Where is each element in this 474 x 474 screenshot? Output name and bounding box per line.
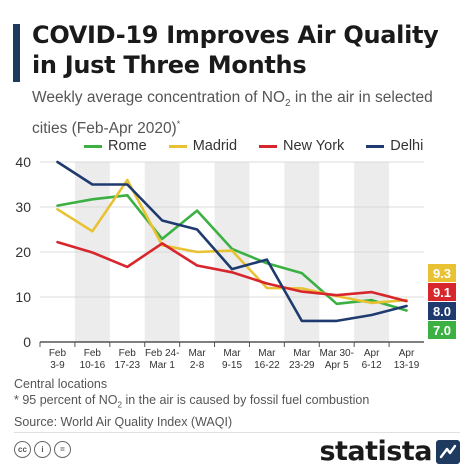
x-tick-label: Feb — [84, 348, 102, 359]
footer-divider — [14, 432, 460, 433]
legend-item: New York — [259, 138, 344, 154]
by-icon[interactable]: i — [34, 441, 51, 458]
y-tick-label: 40 — [15, 154, 31, 170]
subtitle-text-pre: Weekly average concentration of NO — [32, 89, 286, 106]
chart-subtitle: Weekly average concentration of NO2 in t… — [32, 88, 462, 139]
x-tick-label: 13-19 — [394, 360, 420, 371]
nd-icon[interactable]: = — [54, 441, 71, 458]
note-fossil-subscript: 2 — [117, 400, 122, 410]
x-tick-label: Apr 5 — [325, 360, 349, 371]
note-fossil-pre: * 95 percent of NO — [14, 393, 118, 407]
cc-icon[interactable]: cc — [14, 441, 31, 458]
x-tick-label: Mar — [293, 348, 311, 359]
end-value-label: 9.3 — [433, 266, 451, 281]
x-tick-label: 3-9 — [50, 360, 65, 371]
note-fossil-fuel: * 95 percent of NO2 in the air is caused… — [14, 392, 454, 414]
x-tick-label: 6-12 — [362, 360, 382, 371]
y-tick-label: 30 — [15, 199, 31, 215]
legend-swatch — [168, 144, 187, 148]
chart-legend: Rome Madrid New York Delhi — [84, 138, 423, 154]
x-tick-label: 23-29 — [289, 360, 315, 371]
legend-label: Madrid — [192, 138, 238, 154]
end-value-label: 7.0 — [433, 323, 451, 338]
x-tick-label: 17-23 — [114, 360, 140, 371]
statista-logo[interactable]: statista — [319, 436, 432, 467]
end-value-box — [428, 321, 456, 339]
series-line-madrid — [56, 178, 408, 305]
x-tick-label: Feb — [119, 348, 137, 359]
x-tick-label: Feb 24- — [145, 348, 179, 359]
legend-item: Delhi — [366, 138, 423, 154]
x-tick-label: Apr — [399, 348, 415, 359]
subtitle-text-post: in the air in selected cities (Feb-Apr 2… — [32, 89, 433, 138]
chart-notes: Central locations * 95 percent of NO2 in… — [14, 376, 454, 430]
statista-logo-mark — [436, 440, 460, 464]
y-tick-label: 20 — [15, 244, 31, 260]
x-tick-label: 2-8 — [190, 360, 205, 371]
x-tick-label: Mar — [188, 348, 206, 359]
x-tick-label: 10-16 — [80, 360, 106, 371]
y-tick-label: 10 — [15, 289, 31, 305]
end-value-box — [428, 283, 456, 301]
legend-label: Delhi — [390, 138, 424, 154]
x-tick-label: Feb — [49, 348, 67, 359]
license-icons[interactable]: cc i = — [14, 441, 71, 458]
x-tick-label: Mar 1 — [149, 360, 175, 371]
note-central-locations: Central locations — [14, 377, 108, 391]
legend-swatch — [84, 144, 102, 148]
x-tick-label: 16-22 — [254, 360, 280, 371]
title-accent-bar — [13, 24, 20, 82]
legend-label: New York — [283, 138, 345, 154]
series-line-new-york — [56, 240, 408, 303]
legend-swatch — [259, 144, 278, 148]
legend-swatch — [366, 144, 385, 148]
legend-item: Rome — [84, 138, 147, 154]
x-tick-label: Mar 30- — [320, 348, 354, 359]
legend-item: Madrid — [168, 138, 238, 154]
source-note: Source: World Air Quality Index (WAQI) — [14, 414, 233, 429]
series-line-delhi — [56, 160, 408, 323]
x-tick-label: Apr — [364, 348, 380, 359]
end-value-label: 8.0 — [433, 304, 451, 319]
chart-title: COVID-19 Improves Air Quality in Just Th… — [32, 21, 439, 79]
legend-label: Rome — [108, 138, 147, 154]
end-value-label: 9.1 — [433, 285, 451, 300]
end-value-box — [428, 302, 456, 320]
note-fossil-post: in the air is caused by fossil fuel comb… — [121, 393, 370, 407]
x-tick-label: Mar — [258, 348, 276, 359]
subtitle-subscript: 2 — [285, 98, 291, 110]
y-tick-label: 0 — [23, 334, 31, 350]
end-value-box — [428, 264, 456, 282]
x-tick-label: 9-15 — [222, 360, 242, 371]
x-tick-label: Mar — [223, 348, 241, 359]
subtitle-footnote-mark: * — [176, 119, 181, 130]
